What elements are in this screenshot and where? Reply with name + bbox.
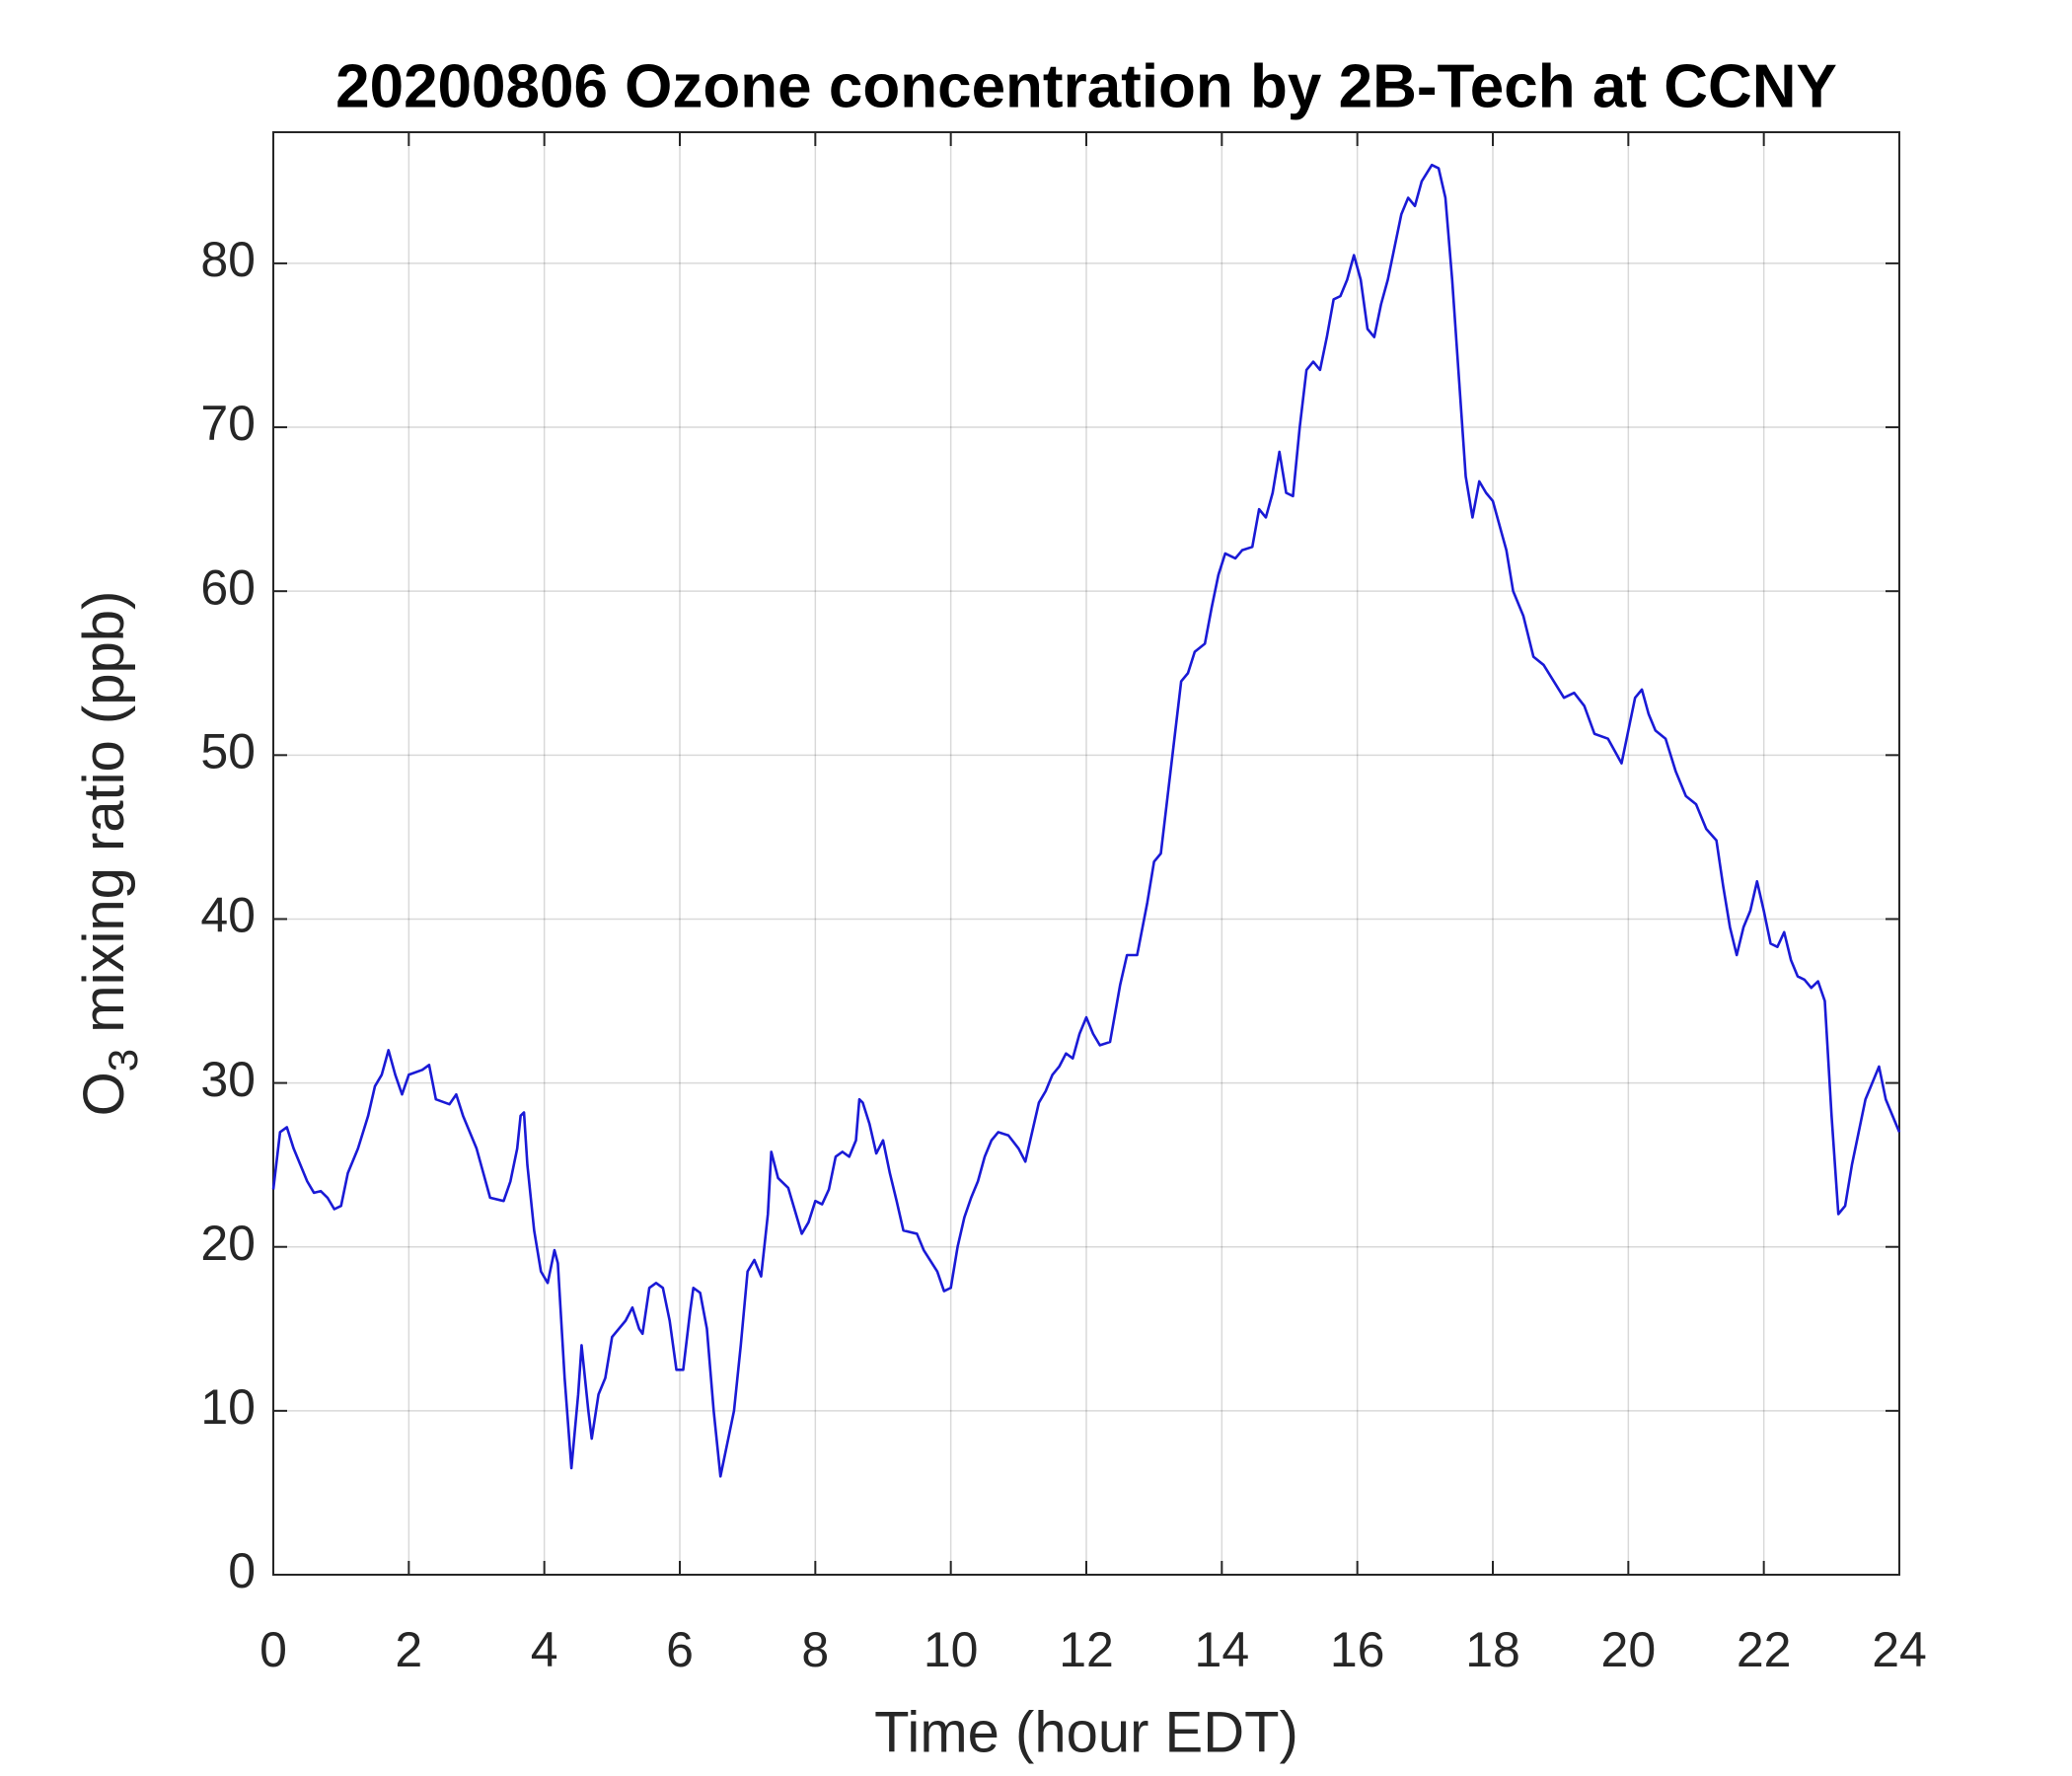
y-tick-label: 40 bbox=[200, 888, 256, 943]
x-tick-label: 12 bbox=[1059, 1622, 1114, 1677]
y-tick-label: 70 bbox=[200, 396, 256, 451]
x-tick-label: 4 bbox=[531, 1622, 558, 1677]
y-tick-label: 10 bbox=[200, 1379, 256, 1435]
x-tick-label: 6 bbox=[666, 1622, 694, 1677]
y-tick-label: 30 bbox=[200, 1052, 256, 1107]
plot-frame bbox=[272, 131, 1900, 1576]
x-tick-label: 0 bbox=[259, 1622, 287, 1677]
y-tick-label: 20 bbox=[200, 1216, 256, 1271]
chart-title: 20200806 Ozone concentration by 2B-Tech … bbox=[335, 52, 1837, 120]
data-line bbox=[271, 163, 1901, 1478]
x-tick-label: 18 bbox=[1465, 1622, 1520, 1677]
y-tick-label: 50 bbox=[200, 724, 256, 779]
y-tick-label: 80 bbox=[200, 232, 256, 287]
y-axis-label-part: O bbox=[72, 1072, 136, 1116]
x-tick-label: 14 bbox=[1195, 1622, 1250, 1677]
y-axis-label-part: mixing ratio (ppb) bbox=[72, 591, 136, 1049]
x-tick-label: 16 bbox=[1330, 1622, 1385, 1677]
x-tick-label: 2 bbox=[395, 1622, 422, 1677]
y-axis-label-subscript: 3 bbox=[100, 1049, 146, 1072]
y-axis-label: O3 mixing ratio (ppb) bbox=[72, 591, 146, 1117]
x-axis-label: Time (hour EDT) bbox=[874, 1700, 1298, 1764]
x-tick-label: 8 bbox=[801, 1622, 829, 1677]
x-tick-label: 20 bbox=[1601, 1622, 1657, 1677]
x-tick-label: 10 bbox=[924, 1622, 979, 1677]
y-tick-label: 60 bbox=[200, 559, 256, 615]
y-tick-label: 0 bbox=[228, 1543, 256, 1598]
x-tick-label: 24 bbox=[1872, 1622, 1927, 1677]
x-tick-label: 22 bbox=[1737, 1622, 1792, 1677]
